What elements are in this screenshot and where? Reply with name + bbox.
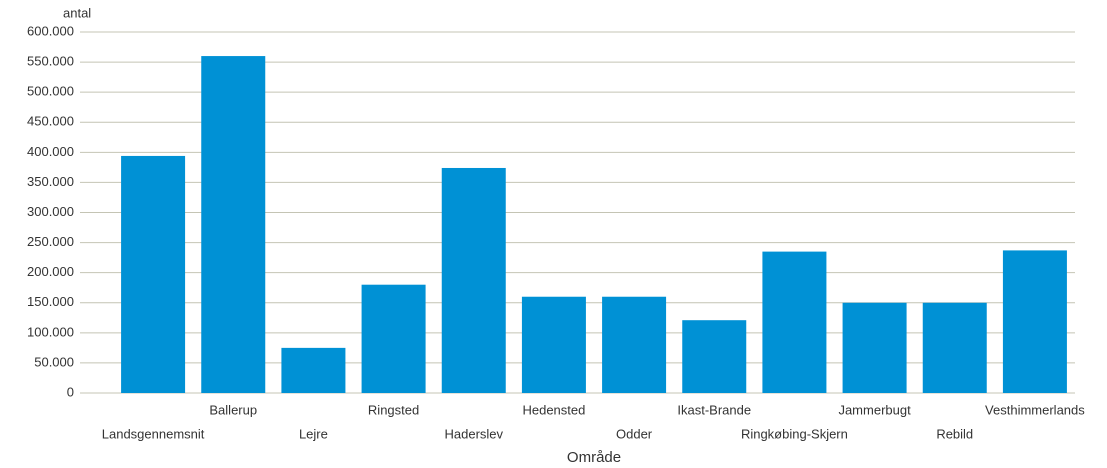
y-tick-label: 600.000: [27, 23, 74, 38]
x-tick-label: Rebild: [936, 426, 973, 441]
x-tick-label: Ringkøbing-Skjern: [741, 426, 848, 441]
y-tick-label: 300.000: [27, 204, 74, 219]
bar: [842, 302, 907, 393]
bar: [922, 302, 987, 393]
x-tick-label: Landsgennemsnit: [102, 426, 205, 441]
y-tick-label: 150.000: [27, 294, 74, 309]
x-tick-label: Ringsted: [368, 402, 419, 417]
bar: [121, 155, 186, 393]
y-tick-label: 200.000: [27, 264, 74, 279]
x-tick-label: Vesthimmerlands: [985, 402, 1085, 417]
bar: [441, 167, 506, 393]
y-tick-label: 400.000: [27, 144, 74, 159]
x-tick-label: Hedensted: [522, 402, 585, 417]
y-tick-label: 0: [67, 384, 74, 399]
y-tick-label: 250.000: [27, 234, 74, 249]
bar: [1002, 250, 1067, 393]
x-axis-label: Område: [567, 449, 621, 466]
x-tick-label: Haderslev: [444, 426, 503, 441]
y-tick-label: 350.000: [27, 174, 74, 189]
y-tick-label: 550.000: [27, 54, 74, 69]
bar: [762, 251, 827, 393]
y-tick-label: 450.000: [27, 114, 74, 129]
y-tick-label: 500.000: [27, 84, 74, 99]
x-tick-label: Lejre: [299, 426, 328, 441]
y-tick-label: 50.000: [34, 354, 74, 369]
x-tick-label: Ballerup: [209, 402, 257, 417]
bar: [521, 296, 586, 393]
y-axis-label: antal: [63, 5, 91, 20]
x-tick-label: Ikast-Brande: [677, 402, 751, 417]
bar: [281, 347, 346, 393]
x-tick-label: Odder: [616, 426, 653, 441]
y-tick-label: 100.000: [27, 324, 74, 339]
bar: [201, 56, 266, 394]
x-tick-label: Jammerbugt: [838, 402, 911, 417]
bar: [602, 296, 667, 393]
bar: [361, 284, 426, 393]
bar: [682, 320, 747, 393]
